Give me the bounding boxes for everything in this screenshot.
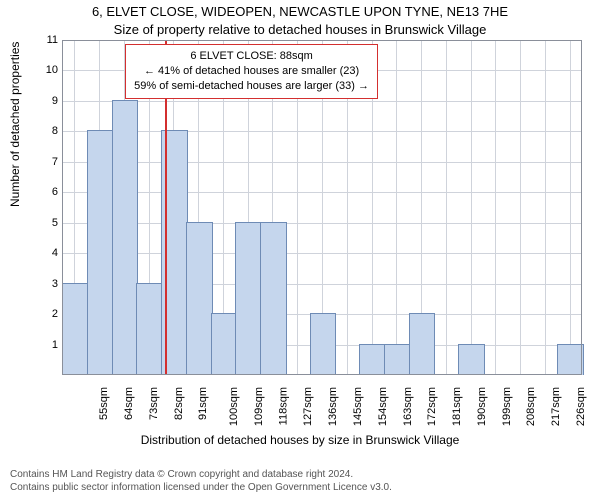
title-address: 6, ELVET CLOSE, WIDEOPEN, NEWCASTLE UPON… xyxy=(0,4,600,19)
y-tick-label: 2 xyxy=(40,308,58,320)
x-tick-label: 73sqm xyxy=(148,387,160,420)
x-tick-label: 217sqm xyxy=(550,387,562,426)
footer-line-2: Contains public sector information licen… xyxy=(10,482,392,495)
gridline-v xyxy=(471,40,472,375)
x-tick-label: 100sqm xyxy=(228,387,240,426)
gridline-v xyxy=(495,40,496,375)
y-tick-label: 7 xyxy=(40,156,58,168)
histogram-bar xyxy=(62,283,89,375)
callout-line: 6 ELVET CLOSE: 88sqm xyxy=(134,49,369,64)
histogram-bar xyxy=(458,344,485,375)
y-tick-label: 11 xyxy=(40,34,58,46)
x-tick-label: 55sqm xyxy=(98,387,110,420)
gridline-v xyxy=(570,40,571,375)
histogram-bar xyxy=(310,313,337,375)
gridline-v xyxy=(520,40,521,375)
y-tick-label: 5 xyxy=(40,217,58,229)
x-tick-label: 163sqm xyxy=(402,387,414,426)
x-tick-label: 172sqm xyxy=(426,387,438,426)
x-tick-label: 82sqm xyxy=(173,387,185,420)
x-tick-label: 145sqm xyxy=(352,387,364,426)
y-tick-label: 1 xyxy=(40,339,58,351)
histogram-bar xyxy=(186,222,213,375)
x-tick-label: 127sqm xyxy=(303,387,315,426)
gridline-v xyxy=(545,40,546,375)
property-callout: 6 ELVET CLOSE: 88sqm← 41% of detached ho… xyxy=(125,44,378,99)
histogram-bar xyxy=(87,130,114,375)
histogram-bar xyxy=(557,344,584,375)
title-subtitle: Size of property relative to detached ho… xyxy=(0,22,600,37)
attribution-footer: Contains HM Land Registry data © Crown c… xyxy=(10,469,392,494)
y-axis-label: Number of detached properties xyxy=(8,42,22,207)
histogram-bar xyxy=(384,344,411,375)
histogram-bar xyxy=(112,100,139,375)
x-tick-label: 91sqm xyxy=(197,387,209,420)
histogram-bar xyxy=(409,313,436,375)
callout-line: 59% of semi-detached houses are larger (… xyxy=(134,79,369,94)
y-tick-label: 4 xyxy=(40,247,58,259)
x-tick-label: 118sqm xyxy=(277,387,289,425)
y-tick-label: 9 xyxy=(40,95,58,107)
histogram-bar xyxy=(260,222,287,375)
chart-container: 6, ELVET CLOSE, WIDEOPEN, NEWCASTLE UPON… xyxy=(0,0,600,500)
gridline-v xyxy=(396,40,397,375)
histogram-bar xyxy=(359,344,386,375)
y-tick-label: 10 xyxy=(40,64,58,76)
y-tick-label: 3 xyxy=(40,278,58,290)
x-tick-label: 136sqm xyxy=(327,387,339,426)
x-tick-label: 181sqm xyxy=(451,387,463,426)
y-tick-label: 6 xyxy=(40,186,58,198)
callout-line: ← 41% of detached houses are smaller (23… xyxy=(134,64,369,79)
x-tick-label: 154sqm xyxy=(377,387,389,426)
plot-area: 6 ELVET CLOSE: 88sqm← 41% of detached ho… xyxy=(62,40,582,375)
histogram-bar xyxy=(211,313,238,375)
gridline-v xyxy=(446,40,447,375)
histogram-bar xyxy=(136,283,163,375)
x-tick-label: 109sqm xyxy=(253,387,265,426)
y-tick-label: 8 xyxy=(40,125,58,137)
x-tick-label: 199sqm xyxy=(501,387,513,426)
histogram-bar xyxy=(235,222,262,375)
x-tick-label: 226sqm xyxy=(575,387,587,426)
footer-line-1: Contains HM Land Registry data © Crown c… xyxy=(10,469,392,482)
x-tick-label: 208sqm xyxy=(525,387,537,426)
x-tick-label: 64sqm xyxy=(123,387,135,420)
x-tick-label: 190sqm xyxy=(476,387,488,426)
x-axis-label: Distribution of detached houses by size … xyxy=(0,433,600,447)
